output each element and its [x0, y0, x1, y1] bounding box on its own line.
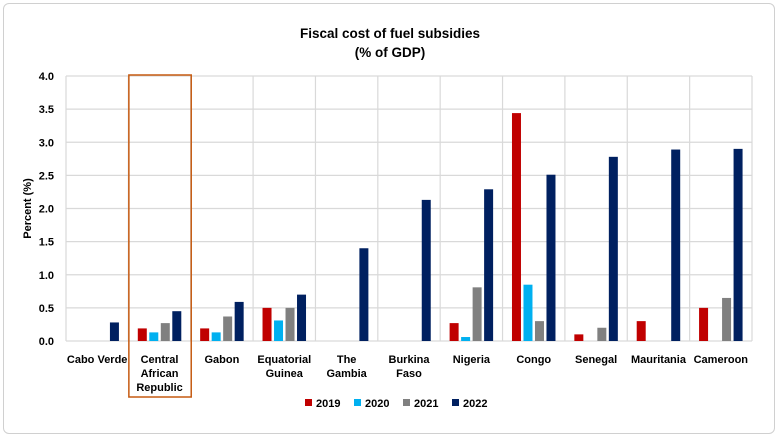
- x-tick-label: The: [337, 354, 357, 366]
- bar-2021: [472, 287, 482, 341]
- bar-2019: [449, 323, 459, 341]
- legend-swatch-2019: [305, 399, 312, 406]
- bar-2019: [262, 307, 272, 341]
- bar-2021: [534, 321, 544, 341]
- bar-2021: [223, 316, 233, 341]
- bar-2020: [211, 332, 221, 341]
- x-tick-label: Senegal: [575, 354, 617, 366]
- x-tick-label: Central: [141, 354, 179, 366]
- x-tick-label: Gambia: [326, 368, 367, 380]
- x-tick-label: Faso: [396, 368, 422, 380]
- y-tick-label: 3.5: [39, 104, 54, 116]
- legend-label-2019: 2019: [316, 398, 340, 410]
- y-tick-label: 1.0: [39, 270, 54, 282]
- x-tick-label: Republic: [136, 382, 182, 394]
- x-tick-label: Mauritania: [631, 354, 687, 366]
- bar-2020: [149, 332, 159, 341]
- bar-2021: [285, 307, 295, 341]
- x-tick-label: Congo: [516, 354, 551, 366]
- bar-2022: [297, 294, 307, 341]
- x-tick-label: Cabo Verde: [67, 354, 128, 366]
- bar-2020: [523, 284, 533, 341]
- y-tick-label: 1.5: [39, 237, 54, 249]
- bar-2022: [671, 149, 681, 341]
- bar-2020: [461, 337, 471, 341]
- bar-2022: [484, 189, 494, 341]
- bar-2022: [234, 301, 244, 341]
- legend-swatch-2022: [452, 399, 459, 406]
- bar-2019: [574, 334, 584, 341]
- x-tick-label: Guinea: [266, 368, 304, 380]
- chart-frame: [3, 3, 775, 434]
- chart-subtitle: (% of GDP): [354, 45, 426, 60]
- bar-2019: [137, 328, 147, 341]
- chart-title: Fiscal cost of fuel subsidies: [299, 26, 481, 41]
- bar-2019: [511, 113, 521, 341]
- bar-2021: [160, 323, 170, 341]
- legend-label-2021: 2021: [414, 398, 438, 410]
- bar-2019: [636, 321, 646, 341]
- bar-2022: [733, 148, 743, 341]
- bar-2022: [172, 311, 182, 341]
- bar-2022: [608, 156, 618, 341]
- y-tick-label: 0.0: [39, 336, 54, 348]
- x-tick-label: Cameroon: [694, 354, 749, 366]
- x-tick-label: Gabon: [204, 354, 239, 366]
- y-tick-label: 3.0: [39, 137, 54, 149]
- legend-swatch-2021: [403, 399, 410, 406]
- bar-2019: [699, 307, 709, 341]
- bar-2020: [274, 320, 284, 341]
- bar-2021: [597, 327, 607, 341]
- bar-2021: [722, 297, 732, 341]
- y-tick-label: 4.0: [39, 71, 54, 83]
- bar-2022: [359, 248, 369, 341]
- bar-2022: [109, 322, 119, 341]
- x-tick-label: Nigeria: [453, 354, 491, 366]
- x-tick-label: Burkina: [389, 354, 431, 366]
- y-tick-label: 2.5: [39, 170, 54, 182]
- legend-label-2022: 2022: [463, 398, 487, 410]
- y-axis-label: Percent (%): [22, 178, 34, 239]
- legend-swatch-2020: [354, 399, 361, 406]
- y-tick-label: 0.5: [39, 303, 54, 315]
- x-tick-label: African: [141, 368, 179, 380]
- bar-2022: [546, 174, 556, 341]
- y-tick-label: 2.0: [39, 204, 54, 216]
- x-tick-label: Equatorial: [257, 354, 311, 366]
- highlight-box: [128, 74, 192, 398]
- bar-2019: [200, 328, 210, 341]
- bar-2022: [421, 199, 431, 341]
- legend-label-2020: 2020: [365, 398, 389, 410]
